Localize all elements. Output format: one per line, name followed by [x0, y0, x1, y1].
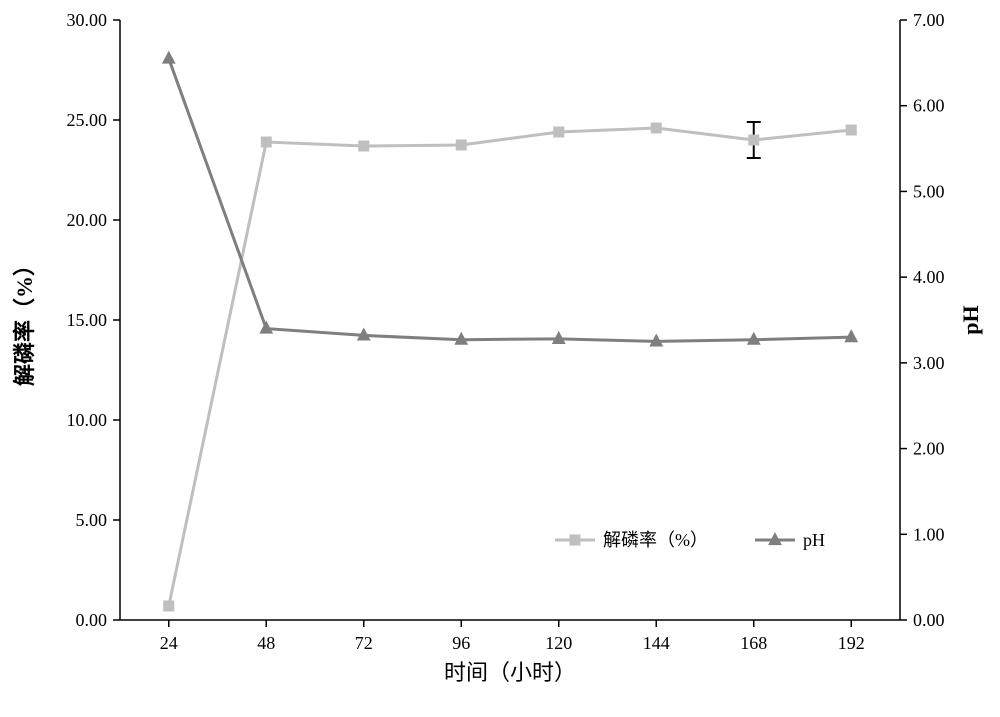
svg-text:解磷率（%）: 解磷率（%） [603, 530, 708, 550]
svg-text:144: 144 [643, 633, 670, 653]
line-chart: 0.00 5.00 10.00 15.00 20.00 25.00 30.00 0.00 1.0… [0, 0, 1000, 717]
svg-text:时间（小时）: 时间（小时） [444, 660, 576, 685]
svg-text:120: 120 [545, 633, 572, 653]
svg-text:168: 168 [740, 633, 767, 653]
svg-text:72: 72 [355, 633, 373, 653]
svg-text:0.00: 0.00 [913, 610, 945, 630]
svg-text:7.00: 7.00 [913, 10, 945, 30]
svg-text:6.00: 6.00 [913, 96, 945, 116]
svg-text:48: 48 [257, 633, 275, 653]
svg-text:0.00: 0.00 [76, 610, 108, 630]
svg-text:pH: pH [958, 305, 983, 334]
svg-text:2.00: 2.00 [913, 439, 945, 459]
chart-container: 0.00 5.00 10.00 15.00 20.00 25.00 30.00 0.00 1.0… [0, 0, 1000, 717]
svg-text:192: 192 [838, 633, 865, 653]
svg-text:20.00: 20.00 [67, 210, 108, 230]
svg-text:4.00: 4.00 [913, 267, 945, 287]
svg-text:30.00: 30.00 [67, 10, 108, 30]
svg-text:96: 96 [452, 633, 470, 653]
svg-text:1.00: 1.00 [913, 524, 945, 544]
svg-text:5.00: 5.00 [913, 181, 945, 201]
svg-text:3.00: 3.00 [913, 353, 945, 373]
svg-text:10.00: 10.00 [67, 410, 108, 430]
svg-text:25.00: 25.00 [67, 110, 108, 130]
svg-text:24: 24 [160, 633, 178, 653]
svg-text:5.00: 5.00 [76, 510, 108, 530]
svg-text:15.00: 15.00 [67, 310, 108, 330]
svg-text:解磷率（%）: 解磷率（%） [12, 254, 37, 386]
svg-text:pH: pH [803, 530, 825, 550]
